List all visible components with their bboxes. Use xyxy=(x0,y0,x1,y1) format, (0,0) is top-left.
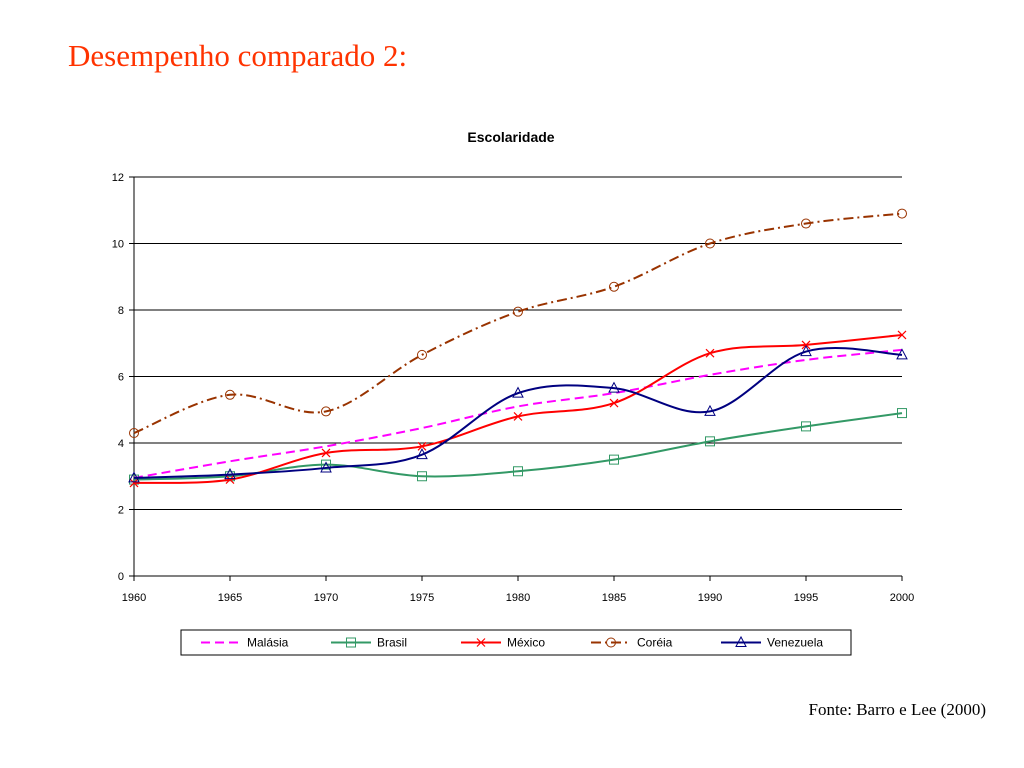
data-point xyxy=(513,306,523,317)
data-point xyxy=(705,238,715,249)
legend: Malásia Brasil México Coréia Venezuela xyxy=(180,629,852,656)
x-tick-label: 1960 xyxy=(122,592,146,604)
series-line-0 xyxy=(133,348,903,479)
data-point xyxy=(897,408,907,419)
data-point xyxy=(129,474,139,485)
data-point xyxy=(801,340,811,350)
data-point xyxy=(800,344,812,357)
x-tick-label: 2000 xyxy=(890,592,914,604)
legend-label: Brasil xyxy=(377,636,407,650)
series-line-3 xyxy=(133,212,903,434)
data-point xyxy=(705,348,715,358)
series-line-1 xyxy=(133,412,903,481)
data-point xyxy=(417,349,427,360)
data-point xyxy=(512,386,524,398)
x-tick-label: 1985 xyxy=(602,592,626,604)
x-tick-label: 1970 xyxy=(314,592,338,604)
y-tick-label: 6 xyxy=(118,372,124,384)
data-point xyxy=(801,218,811,229)
legend-marker xyxy=(735,635,747,647)
legend-label: Venezuela xyxy=(767,636,823,650)
data-point xyxy=(321,406,331,417)
data-point xyxy=(225,475,235,484)
legend-marker xyxy=(606,637,616,648)
legend-marker xyxy=(346,637,356,648)
data-point xyxy=(896,348,908,360)
series-line-2 xyxy=(133,333,903,484)
data-point xyxy=(320,461,332,473)
x-tick-label: 1975 xyxy=(410,592,434,604)
data-point xyxy=(704,404,716,416)
data-point xyxy=(417,471,427,482)
data-point xyxy=(129,428,139,439)
data-point xyxy=(609,454,619,465)
data-point xyxy=(609,398,619,408)
y-tick-label: 4 xyxy=(118,438,124,450)
data-point xyxy=(129,478,139,488)
legend-label: Malásia xyxy=(247,636,289,650)
x-tick-label: 1990 xyxy=(698,592,722,604)
data-point xyxy=(897,208,907,219)
data-point xyxy=(224,468,236,480)
data-point xyxy=(513,466,523,477)
source-citation: Fonte: Barro e Lee (2000) xyxy=(808,700,987,719)
data-point xyxy=(225,471,235,482)
legend-label: Coréia xyxy=(637,636,673,650)
plot-area: 0 2 4 6 8 10 12 1960 1965 1970 1975 1980 1985 1990 199… xyxy=(112,172,914,604)
x-tick-label: 1995 xyxy=(794,592,818,604)
data-point xyxy=(321,448,331,458)
y-tick-label: 10 xyxy=(112,239,124,251)
data-point xyxy=(608,381,620,393)
y-tick-label: 8 xyxy=(118,305,124,317)
data-point xyxy=(897,330,907,340)
chart-title: Escolaridade xyxy=(467,129,554,145)
data-point xyxy=(513,411,523,421)
data-point xyxy=(225,389,235,400)
data-point xyxy=(416,448,428,460)
series-line-4 xyxy=(133,347,903,479)
data-point xyxy=(801,421,811,432)
slide-title: Desempenho comparado 2: xyxy=(68,38,408,73)
x-tick-label: 1965 xyxy=(218,592,242,604)
legend-label: México xyxy=(507,636,545,650)
y-tick-label: 2 xyxy=(118,505,124,517)
data-point xyxy=(705,436,715,447)
data-point xyxy=(128,471,140,483)
y-tick-label: 12 xyxy=(112,172,124,184)
y-tick-label: 0 xyxy=(118,571,124,583)
data-point xyxy=(609,281,619,292)
data-point xyxy=(321,459,331,470)
data-point xyxy=(417,441,427,451)
legend-marker xyxy=(476,638,486,647)
x-tick-label: 1980 xyxy=(506,592,530,604)
